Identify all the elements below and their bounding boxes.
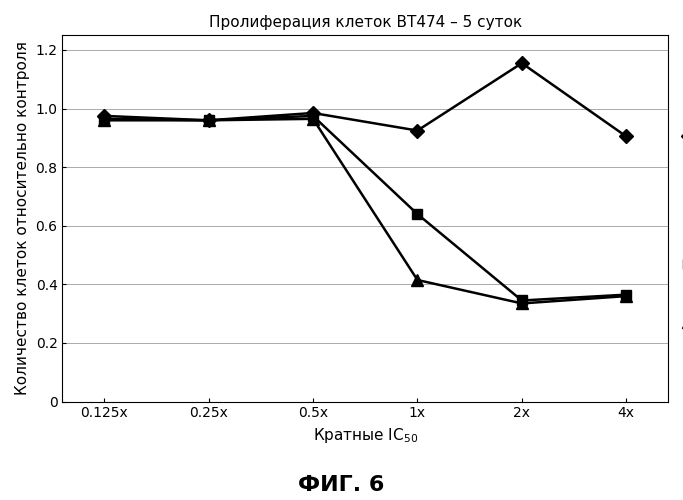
Text: ФИГ. 6: ФИГ. 6 <box>298 475 385 495</box>
Y-axis label: Количество клеток относительно контроля: Количество клеток относительно контроля <box>15 42 30 396</box>
X-axis label: Кратные IC$_{50}$: Кратные IC$_{50}$ <box>313 426 418 445</box>
Title: Пролиферация клеток BT474 – 5 суток: Пролиферация клеток BT474 – 5 суток <box>208 15 522 30</box>
